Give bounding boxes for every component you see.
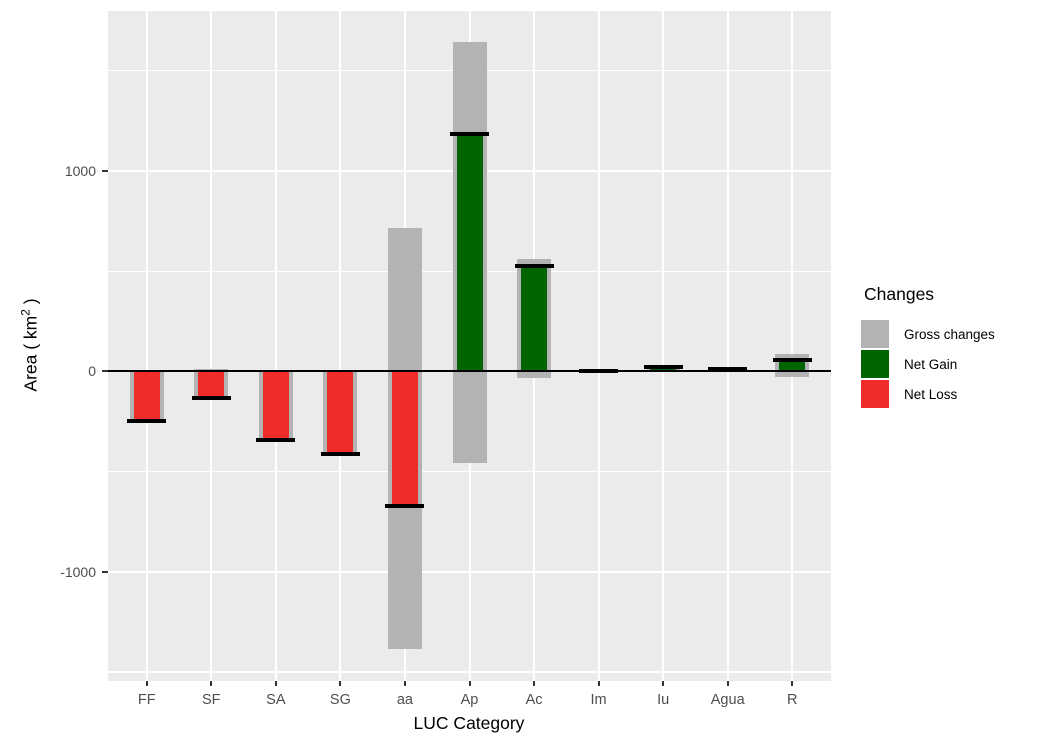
plot-panel <box>108 11 831 681</box>
gridline-minor--1500 <box>108 671 831 673</box>
gross-changes-label: Gross changes <box>904 326 995 342</box>
net-value-cap-FF <box>127 418 167 423</box>
x-axis-title: LUC Category <box>413 713 525 733</box>
net-loss-bar-FF <box>133 371 160 421</box>
y-tick-1000 <box>102 169 108 172</box>
y-axis-title-text: Area ( km <box>20 315 41 392</box>
gridline-vertical-SG <box>339 11 342 681</box>
net-gain-label: Net Gain <box>904 356 958 372</box>
x-tick-label-Agua: Agua <box>710 692 745 708</box>
net-value-cap-Ac <box>514 263 554 268</box>
x-tick-label-SF: SF <box>202 692 221 708</box>
y-tick-0 <box>102 370 108 373</box>
net-loss-swatch <box>861 380 889 408</box>
net-value-cap-aa <box>385 503 425 508</box>
net-loss-bar-SA <box>262 371 289 441</box>
y-tick--1000 <box>102 570 108 573</box>
net-value-cap-Im <box>579 369 619 374</box>
gridline-vertical-Agua <box>726 11 729 681</box>
net-gain-bar-Ac <box>521 265 548 372</box>
x-tick-label-SA: SA <box>266 692 286 708</box>
y-tick-label-0: 0 <box>88 363 96 380</box>
y-axis-title-suffix: ) <box>20 298 41 310</box>
legend: Changes Gross changes Net Gain Net Loss <box>861 284 995 409</box>
x-tick-label-Iu: Iu <box>657 692 670 708</box>
zero-line <box>108 370 831 373</box>
net-gain-bar-Iu <box>650 366 677 372</box>
x-tick-label-Ac: Ac <box>525 692 543 708</box>
legend-item-gross-changes: Gross changes <box>861 319 995 349</box>
gridline-minor--500 <box>108 471 831 473</box>
x-tick-Agua <box>726 681 729 686</box>
x-tick-SF <box>210 681 213 686</box>
net-value-cap-Agua <box>708 366 748 371</box>
x-tick-Im <box>597 681 600 686</box>
net-loss-bar-aa <box>391 371 418 506</box>
x-tick-R <box>791 681 794 686</box>
x-tick-label-R: R <box>787 692 798 708</box>
gridline-vertical-SA <box>274 11 277 681</box>
x-tick-SG <box>339 681 342 686</box>
legend-title: Changes <box>864 284 935 304</box>
net-loss-bar-SG <box>327 371 354 455</box>
x-tick-label-SG: SG <box>329 692 351 708</box>
net-value-cap-SG <box>320 452 360 457</box>
x-tick-label-aa: aa <box>396 692 413 708</box>
net-gain-swatch <box>861 350 889 378</box>
y-axis-title-superscript: 2 <box>18 309 33 316</box>
gridline-vertical-SF <box>210 11 213 681</box>
gross-changes-swatch <box>861 320 889 348</box>
x-tick-FF <box>145 681 148 686</box>
gridline-vertical-Iu <box>662 11 665 681</box>
x-tick-label-FF: FF <box>137 692 156 708</box>
x-tick-Ap <box>468 681 471 686</box>
net-loss-label: Net Loss <box>904 386 958 402</box>
x-tick-SA <box>274 681 277 686</box>
net-value-cap-Iu <box>643 364 683 369</box>
net-value-cap-R <box>772 357 812 362</box>
net-gain-bar-R <box>779 359 806 372</box>
gridline-vertical-Im <box>597 11 600 681</box>
net-value-cap-SA <box>256 438 296 443</box>
y-tick-label-1000: 1000 <box>64 162 96 179</box>
gridline-vertical-R <box>791 11 794 681</box>
net-value-cap-SF <box>191 396 231 401</box>
net-gain-bar-Ap <box>456 133 483 372</box>
y-tick-label--1000: -1000 <box>60 563 96 580</box>
legend-item-net-loss: Net Loss <box>861 379 995 409</box>
gridline-vertical-FF <box>145 11 148 681</box>
x-tick-aa <box>403 681 406 686</box>
net-loss-bar-SF <box>198 371 225 399</box>
x-tick-label-Im: Im <box>590 692 607 708</box>
x-tick-label-Ap: Ap <box>460 692 479 708</box>
x-tick-Ac <box>533 681 536 686</box>
net-value-cap-Ap <box>450 131 489 136</box>
legend-item-net-gain: Net Gain <box>861 349 995 379</box>
gridline-major--1000 <box>108 570 831 573</box>
x-tick-Iu <box>662 681 665 686</box>
